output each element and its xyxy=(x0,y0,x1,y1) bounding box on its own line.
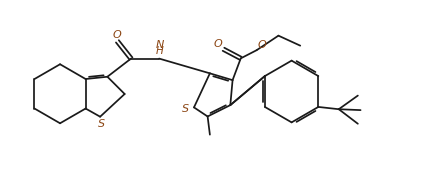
Text: N: N xyxy=(156,40,164,50)
Text: O: O xyxy=(112,30,121,40)
Text: O: O xyxy=(258,40,266,50)
Text: S: S xyxy=(98,119,105,129)
Text: H: H xyxy=(156,46,164,56)
Text: S: S xyxy=(182,104,190,114)
Text: O: O xyxy=(214,39,223,49)
